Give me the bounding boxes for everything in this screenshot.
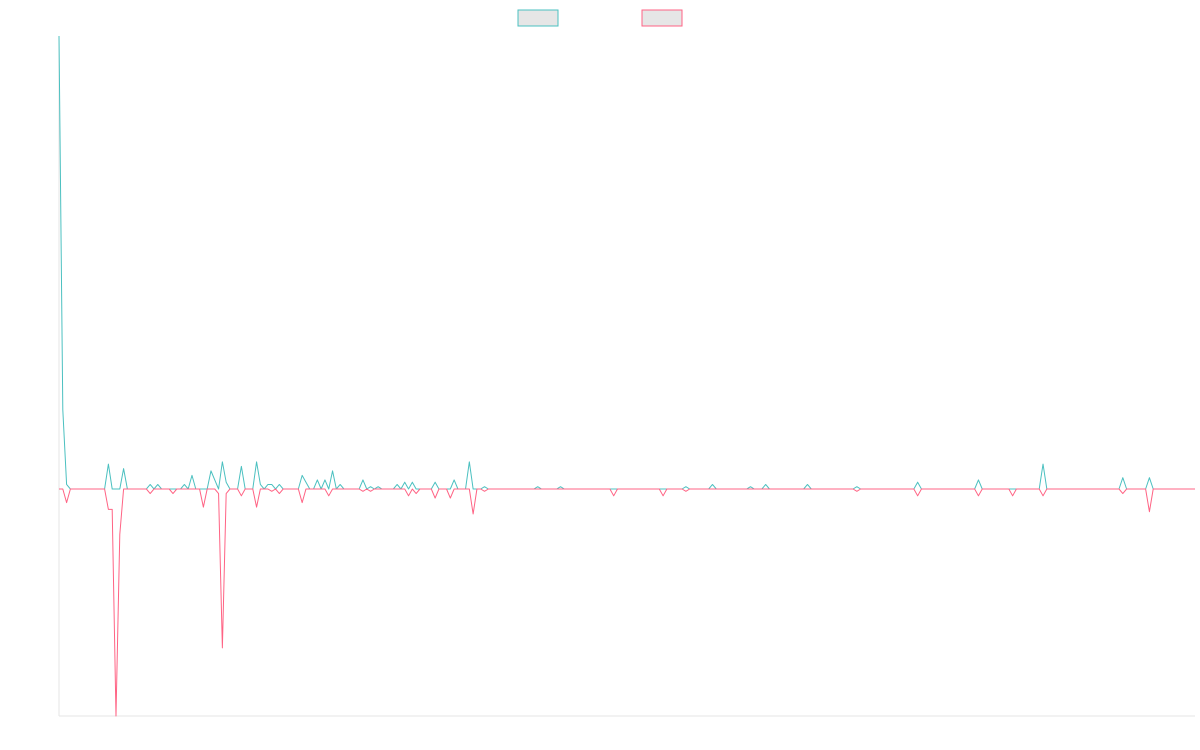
series-lines [58, 35, 1195, 717]
series-line-1 [58, 35, 1195, 490]
legend-swatch-1 [517, 9, 559, 27]
legend-item-1[interactable] [517, 9, 559, 27]
axes [58, 36, 1195, 717]
legend-item-2[interactable] [641, 9, 683, 27]
series-line-2 [59, 488, 1195, 717]
legend [517, 9, 683, 27]
legend-swatch-2 [641, 9, 683, 27]
